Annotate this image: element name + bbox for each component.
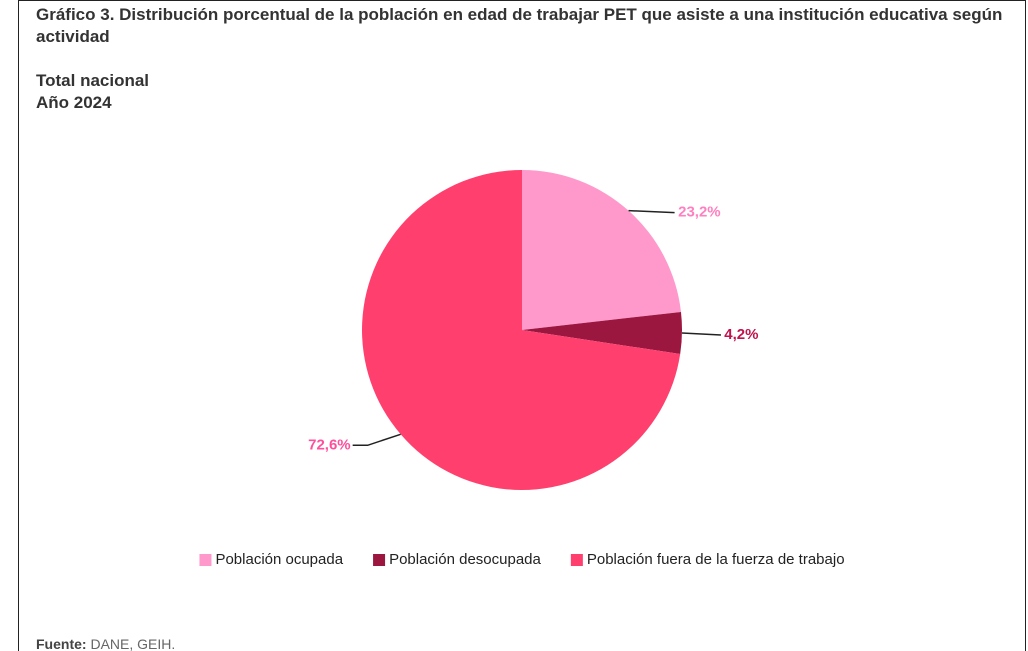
legend-label: Población desocupada xyxy=(389,551,541,568)
pie-slice xyxy=(522,170,681,330)
source: Fuente: DANE, GEIH. xyxy=(36,636,175,651)
source-text: DANE, GEIH. xyxy=(90,636,176,651)
legend-label: Población ocupada xyxy=(215,551,343,568)
chart-year: Año 2024 xyxy=(36,93,112,112)
leader-line xyxy=(681,332,722,336)
frame xyxy=(18,0,1026,651)
data-label: 4,2% xyxy=(724,326,758,343)
legend-swatch xyxy=(570,554,583,566)
data-label: 23,2% xyxy=(678,204,721,221)
legend-swatch xyxy=(199,554,212,566)
chart-title: Gráfico 3. Distribución porcentual de la… xyxy=(36,5,1003,46)
data-label: 72,6% xyxy=(308,436,351,453)
leader-line xyxy=(628,209,675,214)
legend-swatch xyxy=(373,554,386,566)
pie-slice xyxy=(361,170,681,490)
source-label: Fuente: xyxy=(36,636,87,651)
chart-subtitle: Total nacional xyxy=(36,71,150,90)
leader-line xyxy=(352,433,401,447)
legend-label: Población fuera de la fuerza de trabajo xyxy=(587,551,845,568)
pie-slice xyxy=(522,311,682,355)
